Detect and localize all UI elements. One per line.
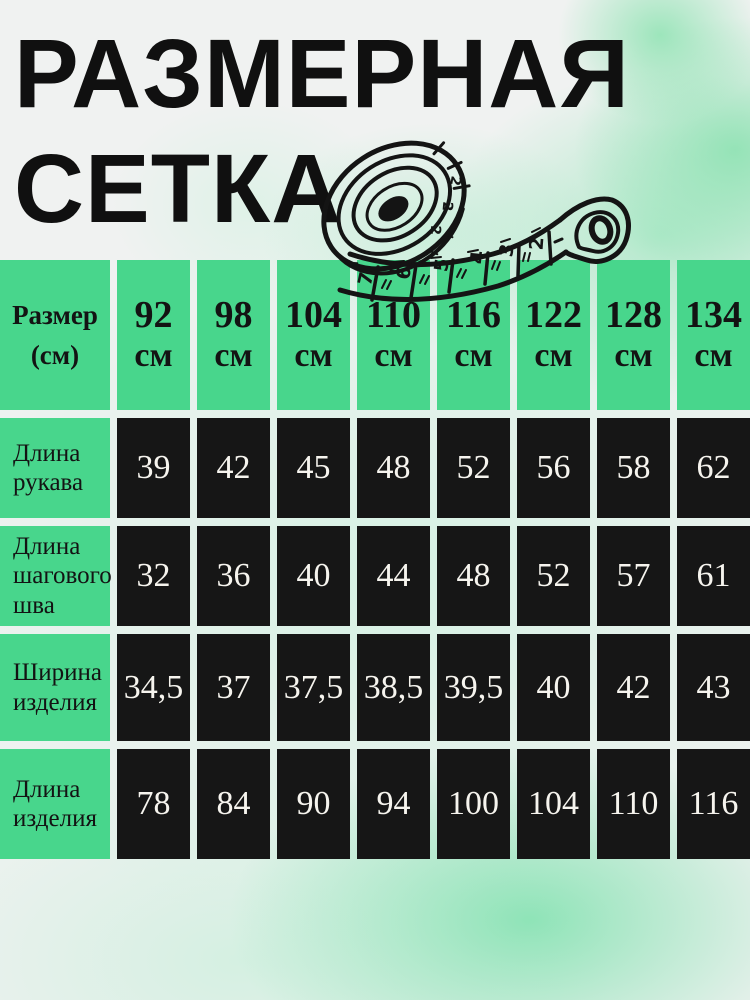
value-cell: 43	[677, 634, 750, 741]
value-cell: 38,5	[357, 634, 430, 741]
value-cell: 58	[597, 418, 670, 518]
title-line-2: СЕТКА	[14, 134, 343, 243]
size-value: 98	[214, 293, 253, 336]
value-cell: 90	[277, 749, 350, 859]
value-cell: 40	[277, 526, 350, 626]
value-cell: 37	[197, 634, 270, 741]
value-cell: 48	[437, 526, 510, 626]
size-value: 134	[685, 293, 742, 336]
value-cell: 34,5	[117, 634, 190, 741]
size-label-line: Размер	[12, 299, 98, 330]
title-line-1: РАЗМЕРНАЯ	[14, 19, 631, 128]
value-cell: 39,5	[437, 634, 510, 741]
value-cell: 37,5	[277, 634, 350, 741]
value-cell: 52	[437, 418, 510, 518]
size-value: 92	[134, 293, 173, 336]
header-cell-size: 110 см	[357, 260, 430, 410]
size-value: 116	[446, 293, 501, 336]
row-label-cell: Длина шагового шва	[0, 526, 112, 626]
size-unit: см	[534, 337, 573, 375]
value-cell: 36	[197, 526, 270, 626]
size-label-line: (см)	[30, 340, 80, 370]
size-unit: см	[374, 337, 413, 375]
size-value: 128	[605, 293, 662, 336]
value-cell: 62	[677, 418, 750, 518]
value-cell: 56	[517, 418, 590, 518]
header-cell-size-label: Размер (см)	[0, 260, 110, 410]
value-cell: 104	[517, 749, 590, 859]
header-cell-size: 134 см	[677, 260, 750, 410]
size-unit: см	[214, 337, 253, 375]
row-label-cell: Длина изделия	[0, 749, 110, 859]
row-label-cell: Ширина изделия	[0, 634, 110, 741]
value-cell: 44	[357, 526, 430, 626]
value-cell: 110	[597, 749, 670, 859]
value-cell: 94	[357, 749, 430, 859]
size-unit: см	[614, 337, 653, 375]
header-cell-size: 92 см	[117, 260, 190, 410]
value-cell: 39	[117, 418, 190, 518]
size-unit: см	[294, 337, 333, 375]
value-cell: 116	[677, 749, 750, 859]
value-cell: 100	[437, 749, 510, 859]
header-cell-size: 104 см	[277, 260, 350, 410]
size-value: 122	[525, 293, 582, 336]
header-cell-size: 122 см	[517, 260, 590, 410]
header-cell-size: 128 см	[597, 260, 670, 410]
value-cell: 42	[197, 418, 270, 518]
value-cell: 40	[517, 634, 590, 741]
size-value: 110	[366, 293, 421, 336]
value-cell: 57	[597, 526, 670, 626]
size-unit: см	[454, 337, 493, 375]
size-unit: см	[134, 337, 173, 375]
value-cell: 61	[677, 526, 750, 626]
value-cell: 42	[597, 634, 670, 741]
value-cell: 84	[197, 749, 270, 859]
size-table: Размер (см) 92 см 98 см 104 см 110 см 116 см 122 см 12…	[0, 260, 750, 859]
page-title: РАЗМЕРНАЯ СЕТКА	[14, 16, 630, 246]
size-value: 104	[285, 293, 342, 336]
value-cell: 45	[277, 418, 350, 518]
value-cell: 78	[117, 749, 190, 859]
header-cell-size: 116 см	[437, 260, 510, 410]
value-cell: 32	[117, 526, 190, 626]
size-unit: см	[694, 337, 733, 375]
header-cell-size: 98 см	[197, 260, 270, 410]
row-label-cell: Длина рукава	[0, 418, 110, 518]
value-cell: 48	[357, 418, 430, 518]
value-cell: 52	[517, 526, 590, 626]
